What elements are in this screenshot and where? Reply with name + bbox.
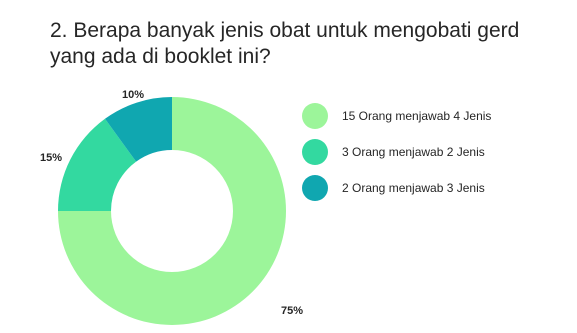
legend-label-2-jenis: 3 Orang menjawab 2 Jenis — [342, 145, 485, 159]
slice-label-4-jenis: 75% — [281, 305, 304, 317]
legend-item-4-jenis: 15 Orang menjawab 4 Jenis — [302, 98, 491, 134]
legend-swatch-3-jenis — [302, 175, 328, 201]
legend-item-3-jenis: 2 Orang menjawab 3 Jenis — [302, 170, 491, 206]
legend-item-2-jenis: 3 Orang menjawab 2 Jenis — [302, 134, 491, 170]
slice-label-3-jenis: 10% — [122, 89, 145, 101]
slice-2-jenis — [58, 118, 137, 211]
legend: 15 Orang menjawab 4 Jenis 3 Orang menjaw… — [302, 98, 491, 206]
legend-label-4-jenis: 15 Orang menjawab 4 Jenis — [342, 109, 492, 123]
chart-title: 2. Berapa banyak jenis obat untuk mengob… — [50, 19, 520, 68]
slice-label-2-jenis: 15% — [40, 152, 63, 164]
legend-swatch-4-jenis — [302, 103, 328, 129]
slice-4-jenis — [58, 97, 286, 325]
legend-label-3-jenis: 2 Orang menjawab 3 Jenis — [342, 181, 485, 195]
legend-swatch-2-jenis — [302, 139, 328, 165]
slice-3-jenis — [104, 97, 172, 162]
